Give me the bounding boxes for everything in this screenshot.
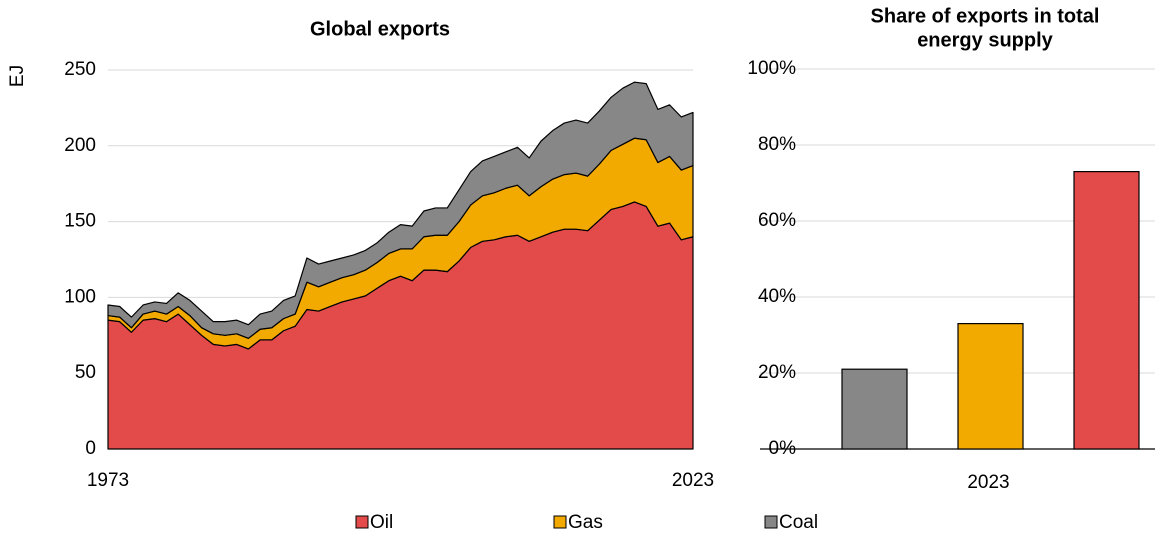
y-tick-label: 250 bbox=[64, 59, 96, 80]
x-tick-label: 2023 bbox=[672, 470, 714, 491]
y-tick-label: 100% bbox=[747, 58, 796, 79]
bar bbox=[841, 368, 908, 450]
y-tick-label: 50 bbox=[75, 362, 96, 383]
legend-swatch bbox=[764, 515, 778, 529]
x-tick-label: 1973 bbox=[87, 470, 129, 491]
y-tick-label: 0 bbox=[85, 438, 96, 459]
y-axis-label: EJ bbox=[7, 65, 28, 87]
y-tick-label: 60% bbox=[758, 210, 796, 231]
chart-title: Global exports bbox=[310, 18, 450, 40]
legend-label: Oil bbox=[370, 512, 393, 533]
x-tick-label: 2023 bbox=[967, 472, 1009, 493]
y-tick-label: 100 bbox=[64, 286, 96, 307]
y-tick-label: 20% bbox=[758, 362, 796, 383]
area bbox=[107, 81, 694, 339]
y-tick-label: 80% bbox=[758, 134, 796, 155]
bar bbox=[957, 323, 1024, 450]
y-tick-label: 150 bbox=[64, 211, 96, 232]
chart-title: Share of exports in total bbox=[871, 5, 1100, 27]
legend-swatch bbox=[553, 515, 567, 529]
y-tick-label: 200 bbox=[64, 135, 96, 156]
chart-title: energy supply bbox=[917, 29, 1053, 51]
legend-label: Gas bbox=[568, 512, 603, 533]
legend-label: Coal bbox=[779, 512, 818, 533]
y-tick-label: 40% bbox=[758, 286, 796, 307]
bar bbox=[1073, 171, 1140, 450]
legend-swatch bbox=[355, 515, 369, 529]
